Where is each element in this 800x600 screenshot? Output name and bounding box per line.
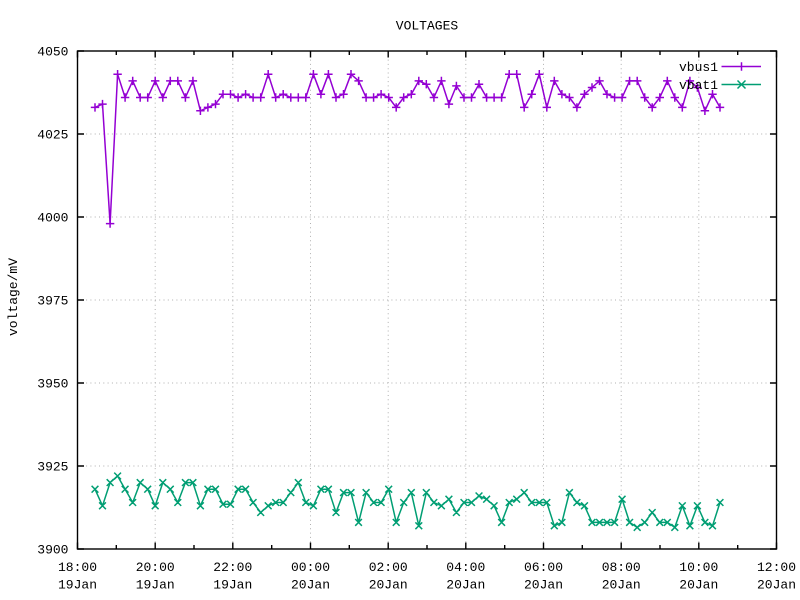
svg-text:10:00: 10:00 — [679, 560, 718, 575]
svg-text:vbat1: vbat1 — [679, 78, 718, 93]
svg-text:04:00: 04:00 — [446, 560, 485, 575]
svg-text:vbus1: vbus1 — [679, 60, 718, 75]
svg-text:20Jan: 20Jan — [602, 577, 641, 592]
svg-text:12:00: 12:00 — [757, 560, 796, 575]
svg-text:02:00: 02:00 — [369, 560, 408, 575]
svg-text:18:00: 18:00 — [58, 560, 97, 575]
svg-text:06:00: 06:00 — [524, 560, 563, 575]
svg-text:VOLTAGES: VOLTAGES — [396, 19, 459, 34]
svg-text:20Jan: 20Jan — [369, 577, 408, 592]
svg-text:08:00: 08:00 — [602, 560, 641, 575]
svg-text:3925: 3925 — [37, 460, 68, 475]
svg-text:3900: 3900 — [37, 543, 68, 558]
svg-text:20Jan: 20Jan — [679, 577, 718, 592]
svg-text:3975: 3975 — [37, 294, 68, 309]
svg-text:20Jan: 20Jan — [291, 577, 330, 592]
svg-text:4050: 4050 — [37, 45, 68, 60]
svg-text:19Jan: 19Jan — [213, 577, 252, 592]
svg-text:20Jan: 20Jan — [524, 577, 563, 592]
svg-text:3950: 3950 — [37, 377, 68, 392]
svg-text:4000: 4000 — [37, 211, 68, 226]
svg-text:20Jan: 20Jan — [757, 577, 796, 592]
svg-text:20:00: 20:00 — [136, 560, 175, 575]
svg-text:19Jan: 19Jan — [136, 577, 175, 592]
svg-text:4025: 4025 — [37, 128, 68, 143]
svg-text:voltage/mV: voltage/mV — [6, 258, 21, 336]
svg-text:00:00: 00:00 — [291, 560, 330, 575]
svg-text:22:00: 22:00 — [213, 560, 252, 575]
svg-text:19Jan: 19Jan — [58, 577, 97, 592]
svg-text:20Jan: 20Jan — [446, 577, 485, 592]
